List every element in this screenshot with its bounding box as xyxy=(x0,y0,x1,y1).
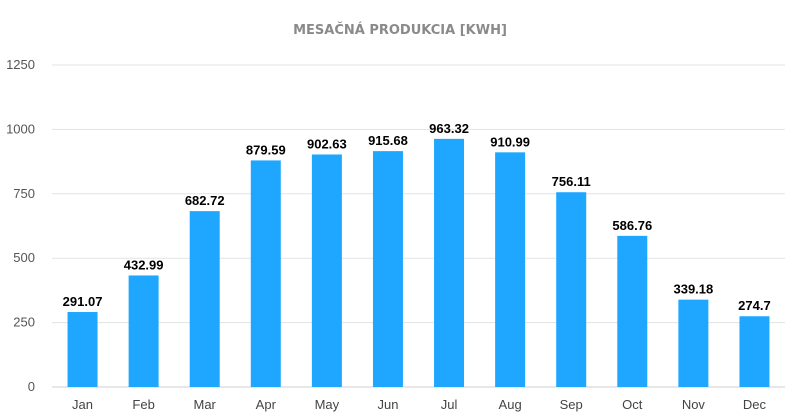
x-tick-label: Dec xyxy=(743,397,767,412)
bar xyxy=(189,211,220,387)
bar xyxy=(311,154,342,387)
x-tick-label: May xyxy=(315,397,340,412)
y-tick-label: 0 xyxy=(28,379,35,394)
data-label: 902.63 xyxy=(307,136,347,151)
bars xyxy=(67,138,770,387)
x-tick-label: Oct xyxy=(622,397,643,412)
y-tick-label: 500 xyxy=(13,250,35,265)
bar xyxy=(67,312,98,387)
data-labels: 291.07 432.99 682.72 879.59 902.63 915.68 963.… xyxy=(63,121,771,313)
y-axis-tick-labels: 0 250 500 750 1000 1250 xyxy=(6,57,35,394)
x-tick-label: Jul xyxy=(441,397,458,412)
data-label: 756.11 xyxy=(552,174,591,189)
y-tick-label: 1250 xyxy=(6,57,35,72)
bar xyxy=(128,275,159,387)
bar xyxy=(556,192,587,387)
grid-lines xyxy=(52,64,785,388)
data-label: 432.99 xyxy=(124,257,164,272)
bar xyxy=(434,138,465,387)
data-label: 963.32 xyxy=(429,121,469,136)
bar xyxy=(495,152,526,387)
bar xyxy=(250,160,281,387)
data-label: 910.99 xyxy=(490,134,530,149)
bar xyxy=(372,151,403,387)
x-tick-label: Nov xyxy=(682,397,706,412)
x-tick-label: Mar xyxy=(194,397,217,412)
x-tick-label: Jun xyxy=(377,397,398,412)
x-tick-label: Jan xyxy=(72,397,93,412)
data-label: 682.72 xyxy=(185,193,225,208)
data-label: 879.59 xyxy=(246,142,286,157)
y-tick-label: 250 xyxy=(13,315,35,330)
x-axis-tick-labels: Jan Feb Mar Apr May Jun Jul Aug Sep Oct Nov Dec xyxy=(72,397,766,412)
data-label: 915.68 xyxy=(368,133,408,148)
data-label: 339.18 xyxy=(673,282,713,297)
y-tick-label: 1000 xyxy=(6,121,35,136)
bar xyxy=(678,299,709,387)
bar xyxy=(739,316,770,387)
y-tick-label: 750 xyxy=(13,186,35,201)
data-label: 274.7 xyxy=(738,298,771,313)
data-label: 586.76 xyxy=(612,218,652,233)
x-tick-label: Sep xyxy=(560,397,583,412)
x-tick-label: Apr xyxy=(256,397,277,412)
chart-title: MESAČNÁ PRODUKCIA [KWH] xyxy=(293,22,507,38)
x-tick-label: Aug xyxy=(499,397,522,412)
data-label: 291.07 xyxy=(63,294,103,309)
bar xyxy=(617,235,648,387)
x-tick-label: Feb xyxy=(132,397,154,412)
